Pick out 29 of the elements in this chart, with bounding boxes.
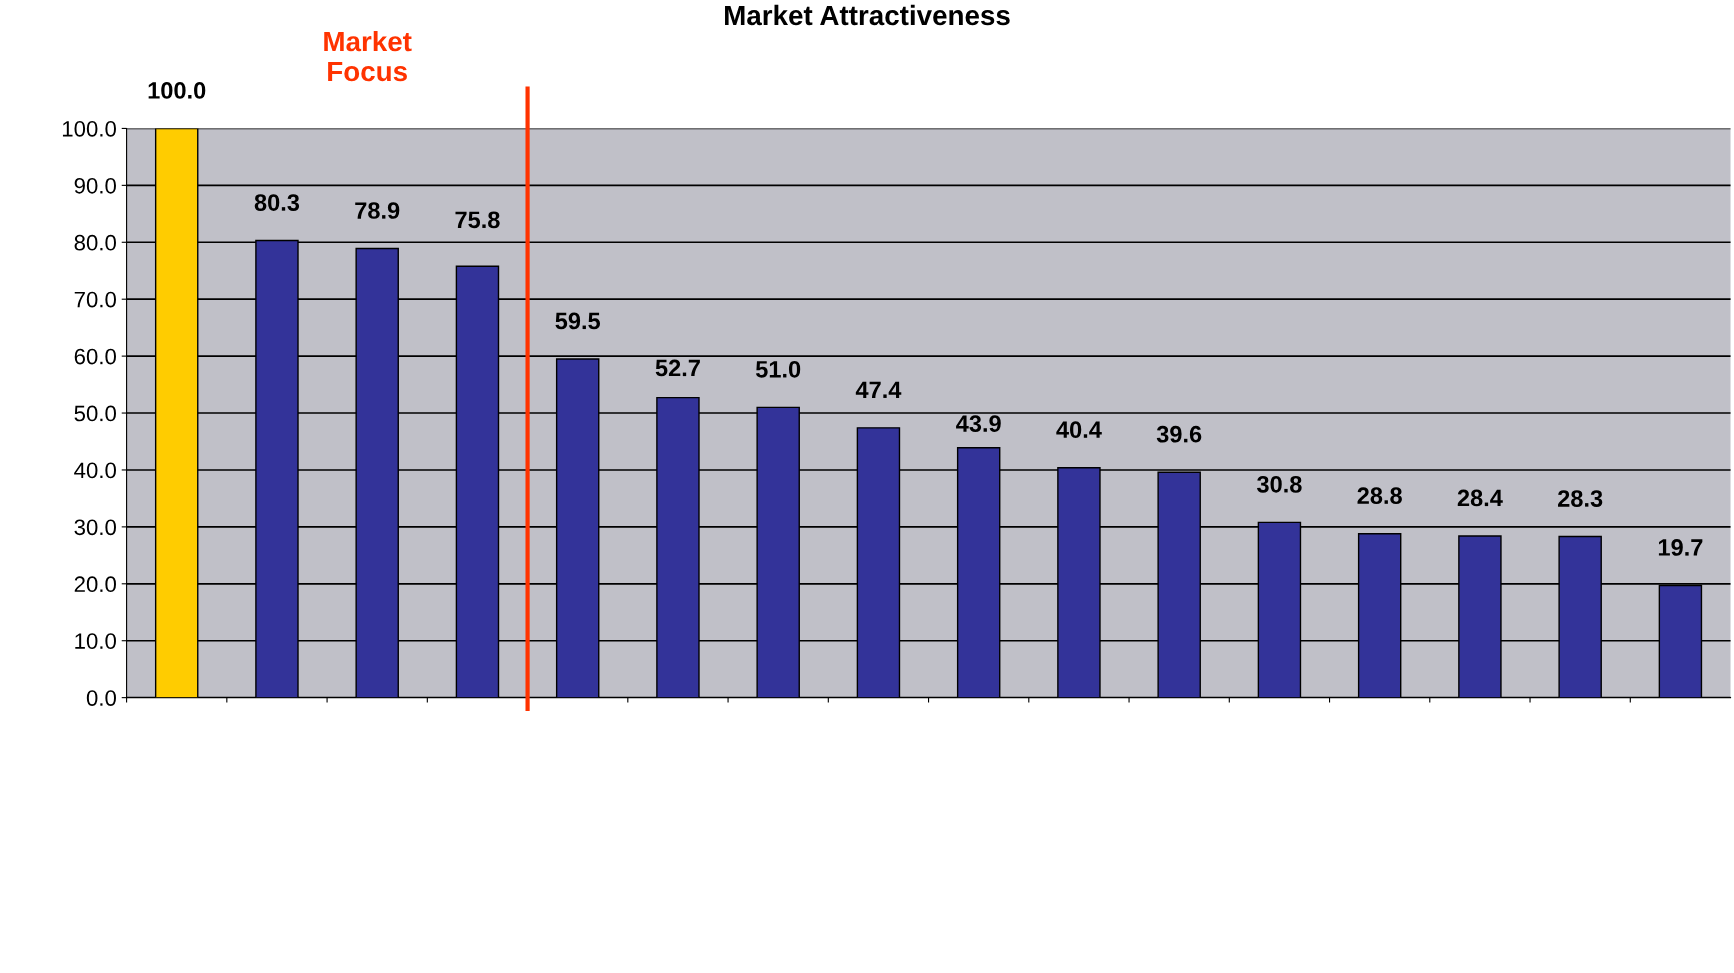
data-label: 43.9	[956, 415, 1001, 433]
chart-title: Market Attractiveness	[725, 4, 1010, 26]
y-tick-label: 10.0	[75, 633, 116, 649]
y-tick-label: 50.0	[74, 405, 116, 422]
data-label: 28.4	[1457, 489, 1503, 507]
data-label: 100.0	[148, 82, 206, 99]
data-label: 75.8	[455, 211, 500, 229]
y-tick-label: 0.0	[86, 690, 116, 706]
y-tick-label: 40.0	[74, 462, 116, 479]
y-tick-label: 70.0	[74, 291, 116, 308]
data-label: 52.7	[655, 359, 700, 377]
data-label: 59.5	[555, 312, 601, 330]
data-label: 40.4	[1056, 421, 1102, 439]
text: Market Focus	[324, 30, 412, 82]
data-label: 28.8	[1357, 487, 1402, 505]
data-label: 30.8	[1256, 475, 1302, 493]
data-label: 80.3	[254, 194, 300, 211]
data-label: 19.7	[1658, 539, 1703, 556]
data-label: 47.4	[855, 381, 902, 398]
data-label: 78.9	[355, 202, 400, 219]
data-label: 39.6	[1156, 425, 1202, 443]
data-label: 28.3	[1558, 490, 1603, 507]
y-tick-label: 20.0	[74, 576, 116, 593]
data-label: 51.0	[755, 360, 801, 378]
y-tick-label: 90.0	[74, 177, 116, 194]
y-tick-label: 100.0	[62, 120, 116, 137]
y-tick-label: 60.0	[74, 348, 116, 365]
y-tick-label: 30.0	[74, 519, 116, 536]
y-tick-label: 80.0	[74, 234, 116, 251]
